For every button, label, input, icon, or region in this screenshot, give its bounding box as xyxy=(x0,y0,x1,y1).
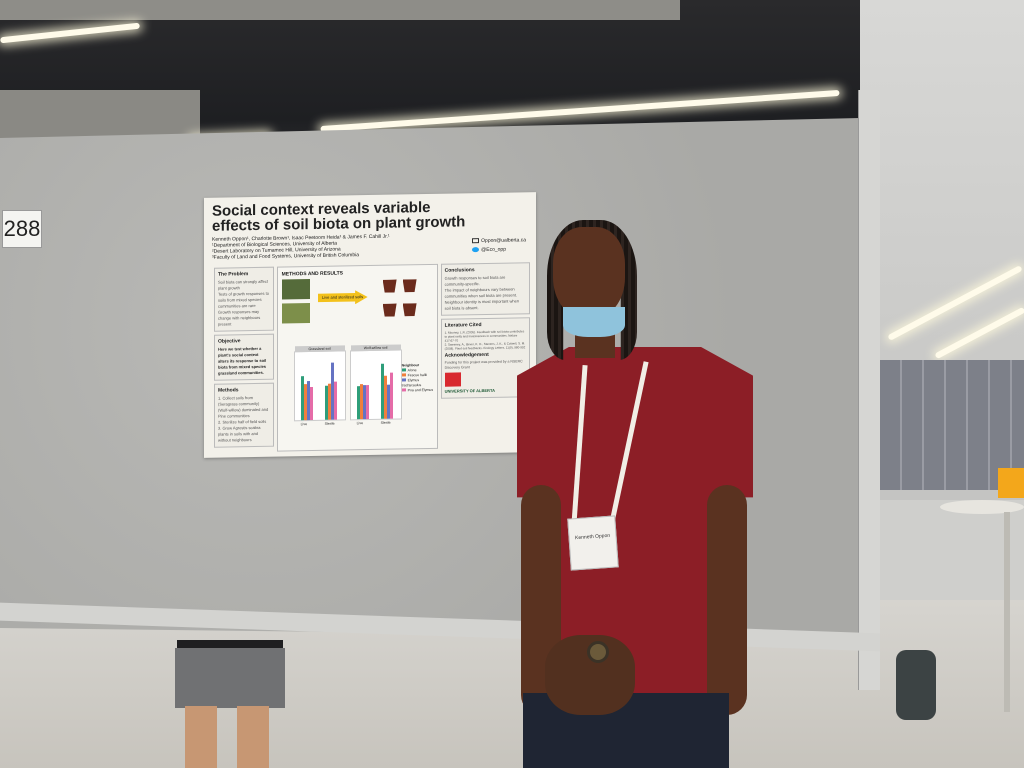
bar-chart: Grassland soil Live Sterile Wolf-willow … xyxy=(284,343,434,436)
box-title: Conclusions xyxy=(444,267,475,274)
arrow-graphic: Live and sterilized soils xyxy=(318,290,368,305)
list-item: 1. Collect soils from (Seragrass communi… xyxy=(218,395,269,419)
panel-title: Grassland soil xyxy=(294,345,345,353)
presenter-arm xyxy=(707,485,747,715)
name-badge: Kenneth Oppon xyxy=(567,515,619,571)
high-table xyxy=(940,500,1024,514)
visitor-leg xyxy=(237,706,269,768)
x-tick: Live xyxy=(356,421,364,426)
bar xyxy=(389,372,393,419)
box-title: Literature Cited xyxy=(444,322,482,329)
list-item: Tests of growth responses to soils from … xyxy=(218,290,269,309)
poster-left-column: The Problem Soil biota can strongly affe… xyxy=(214,266,274,453)
visitor-legs xyxy=(175,640,285,768)
poster-authors: Kenneth Oppon¹, Charlotte Brown¹, Isaac … xyxy=(212,233,432,261)
box-title: Methods xyxy=(218,387,239,394)
objective-box: Objective Here we test whether a plant's… xyxy=(214,333,274,381)
nserc-logo xyxy=(444,372,461,387)
bar xyxy=(333,381,337,420)
plant-pot-icon xyxy=(403,279,417,292)
poster-title: Social context reveals variable effects … xyxy=(212,198,466,235)
plant-pot-icon xyxy=(383,280,397,293)
box-title: The Problem xyxy=(218,271,249,278)
ceiling-beam xyxy=(0,0,680,20)
legend-item: Poa and Elymus xyxy=(407,387,434,393)
research-poster: Social context reveals variable effects … xyxy=(204,192,536,458)
methods-box: Methods 1. Collect soils from (Seragrass… xyxy=(214,382,274,448)
backpack xyxy=(896,650,936,720)
chart-panel-wolf-willow: Wolf-willow soil Live Sterile xyxy=(349,344,402,425)
list-item: Neighbour identity is most important whe… xyxy=(444,298,520,311)
list-item: 2. Sweeney, A., Bever, K. H., Stevens, J… xyxy=(444,341,526,351)
visitor-shorts xyxy=(175,648,285,708)
methods-results-panel: METHODS AND RESULTS Live and sterilized … xyxy=(276,263,438,452)
presenter-face xyxy=(553,227,625,319)
box-title: Acknowledgement xyxy=(444,351,489,359)
box-title: Objective xyxy=(218,338,241,345)
contact-twitter: @Eco_opp xyxy=(481,246,506,254)
table-leg xyxy=(1004,512,1010,712)
wristwatch xyxy=(587,641,609,663)
ceiling-light xyxy=(0,22,140,44)
board-frame xyxy=(858,90,880,690)
visitor-leg xyxy=(185,706,217,768)
chart-panel-grassland: Grassland soil Live Sterile xyxy=(293,345,346,426)
problem-box: The Problem Soil biota can strongly affe… xyxy=(214,266,274,332)
panel-title: Wolf-willow soil xyxy=(350,344,401,352)
plant-pot-icon xyxy=(383,304,397,317)
chart-legend: Neighbour Alone Fescue hallii Elymus tra… xyxy=(401,363,434,394)
legend-item: Alone xyxy=(407,368,417,373)
twitter-icon xyxy=(472,247,480,253)
x-tick: Sterile xyxy=(324,421,335,426)
ualberta-logo: UNIVERSITY OF ALBERTA xyxy=(444,387,495,394)
bar xyxy=(309,387,313,421)
plant-pot-icon xyxy=(403,303,417,316)
bar xyxy=(365,385,369,420)
email-icon xyxy=(472,238,480,244)
objective-text: Here we test whether a plant's social co… xyxy=(218,345,267,376)
box-title: METHODS AND RESULTS xyxy=(281,270,343,278)
presenter: Kenneth Oppon xyxy=(517,215,757,768)
x-tick: Sterile xyxy=(380,420,391,425)
grassland-photo xyxy=(281,303,310,324)
legend-item: Fescue hallii xyxy=(407,373,428,378)
poster-columns: The Problem Soil biota can strongly affe… xyxy=(214,262,531,453)
face-mask xyxy=(563,307,625,337)
list-item: 3. Grow Agrostis scabra plants in soils … xyxy=(218,424,261,443)
cup xyxy=(998,468,1024,498)
board-number-tag: 288 xyxy=(2,210,42,248)
list-item: Growth responses may change with neighbo… xyxy=(218,308,261,327)
acknowledgement-text: Funding for this project was provided by… xyxy=(444,359,523,370)
x-tick: Live xyxy=(300,422,308,427)
list-item: Soil biota can strongly affect plant gro… xyxy=(218,278,268,291)
wolf-willow-photo xyxy=(281,279,310,300)
